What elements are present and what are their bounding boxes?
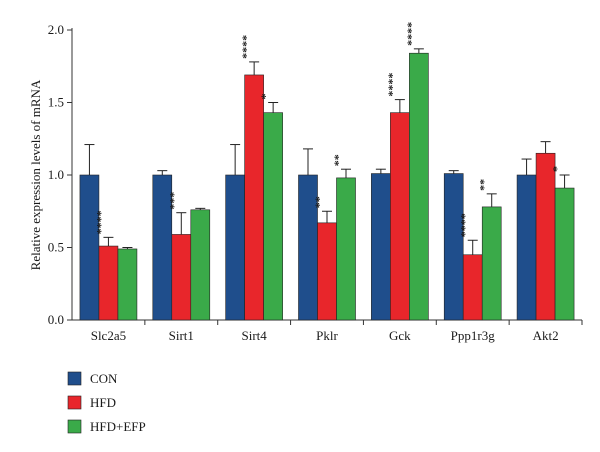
x-tick-label: Sirt4: [241, 328, 267, 343]
legend: CON HFD HFD+EFP: [67, 371, 146, 434]
legend-label: HFD: [90, 395, 116, 410]
bar: [263, 112, 283, 321]
bar: [79, 174, 100, 321]
bar: [171, 234, 192, 321]
bar: [554, 187, 575, 321]
bar: [98, 245, 119, 321]
bar: [190, 209, 211, 321]
legend-swatch: [67, 371, 82, 386]
significance-label: *: [258, 94, 272, 100]
significance-label: ****: [404, 22, 418, 46]
x-tick-label: Pklr: [316, 328, 338, 343]
axes: 0.0 0.5 1.0 1.5 2.0 Slc2a5 Sirt1 Sirt4 Pklr Gck Pp…: [48, 22, 583, 343]
bar: [443, 173, 464, 321]
y-tick-label: 0.0: [48, 312, 64, 327]
bar: [244, 74, 264, 321]
x-tick-label: Ppp1r3g: [451, 328, 496, 343]
x-tick-label: Slc2a5: [91, 328, 126, 343]
legend-swatch: [67, 395, 82, 410]
significance-label: ***: [166, 192, 180, 210]
legend-label: HFD+EFP: [90, 419, 146, 434]
bars: *******************************: [79, 22, 575, 321]
significance-label: ****: [385, 73, 399, 97]
bar: [481, 206, 502, 321]
significance-label: ****: [239, 35, 253, 59]
bar: [462, 254, 483, 321]
bar: [371, 173, 391, 321]
significance-label: ****: [458, 213, 472, 237]
legend-label: CON: [90, 371, 118, 386]
significance-label: **: [312, 196, 326, 208]
bar: [390, 112, 410, 321]
bar: [516, 174, 537, 321]
y-tick-label: 1.0: [48, 167, 64, 182]
significance-label: *: [550, 166, 564, 172]
significance-label: **: [477, 179, 491, 191]
y-tick-label: 1.5: [48, 95, 64, 110]
y-tick-label: 2.0: [48, 22, 64, 37]
bar: [225, 174, 245, 321]
bar: [535, 152, 556, 321]
bar: [409, 52, 429, 321]
bar: [336, 177, 356, 321]
y-tick-label: 0.5: [48, 240, 64, 255]
bar: [117, 248, 138, 321]
bar: [317, 222, 337, 321]
x-tick-label: Gck: [389, 328, 411, 343]
x-tick-label: Akt2: [533, 328, 559, 343]
x-tick-label: Sirt1: [169, 328, 194, 343]
significance-label: ****: [93, 210, 107, 234]
y-axis-label: Relative expression levels of mRNA: [28, 79, 43, 270]
significance-label: **: [331, 154, 345, 166]
legend-swatch: [67, 419, 82, 434]
